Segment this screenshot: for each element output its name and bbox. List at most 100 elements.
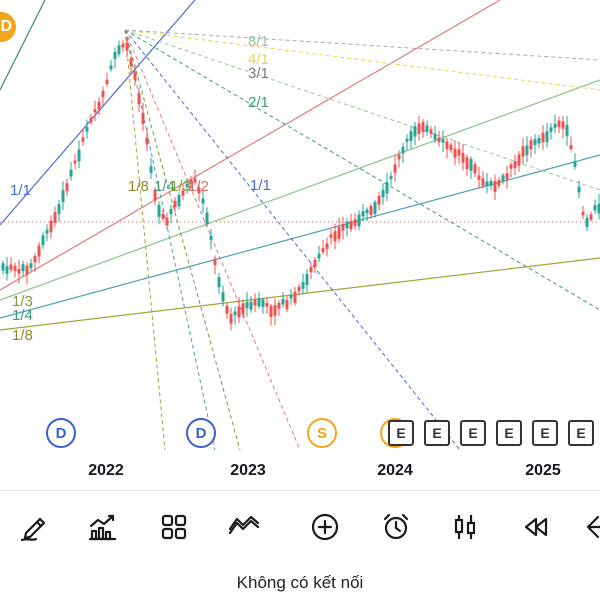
price-chart[interactable]: 8/1 4/1 3/1 2/1 1/1 1/1 1/3 1/4 1/8 1/8 … <box>0 0 600 490</box>
candle-body <box>477 175 481 180</box>
share-button[interactable] <box>578 505 600 549</box>
alert-button[interactable] <box>374 505 418 549</box>
candle-body <box>201 198 205 204</box>
line-chart-style-icon <box>228 515 260 535</box>
earnings-marker[interactable]: E <box>388 420 414 446</box>
candle-body <box>505 173 509 180</box>
split-marker[interactable]: S <box>307 418 337 448</box>
fan-label-1-1-right: 1/1 <box>250 177 271 194</box>
dividend-marker[interactable]: D <box>186 418 216 448</box>
candle-body <box>101 91 105 98</box>
candle-body <box>89 117 93 123</box>
earnings-marker[interactable]: E <box>424 420 450 446</box>
earnings-marker-label: E <box>432 425 442 441</box>
earnings-marker[interactable]: E <box>568 420 594 446</box>
candle-body <box>485 181 489 186</box>
candle-body <box>45 229 49 234</box>
candle-body <box>345 221 349 229</box>
candle-body <box>229 313 233 324</box>
earnings-marker[interactable]: E <box>532 420 558 446</box>
candle-body <box>261 299 265 307</box>
candle-body <box>581 211 585 216</box>
candle-body <box>577 186 581 193</box>
candle-body <box>21 264 25 272</box>
candle-body <box>413 126 417 137</box>
draw-tool-button[interactable] <box>12 505 56 549</box>
add-circle-icon <box>311 513 339 541</box>
candle-body <box>125 42 129 51</box>
candle-body <box>457 149 461 156</box>
candle-body <box>385 182 389 194</box>
gann-fan-solid-lines <box>0 0 600 331</box>
candle-body <box>253 299 257 306</box>
candle-body <box>453 148 457 158</box>
candle-body <box>161 213 165 219</box>
x-axis-label-2025: 2025 <box>525 462 561 479</box>
earnings-marker[interactable]: E <box>460 420 486 446</box>
candle-body <box>257 298 261 307</box>
candle-body <box>333 231 337 242</box>
candle-body <box>397 154 401 160</box>
grid-layout-icon <box>161 514 187 540</box>
candle-body <box>265 302 269 307</box>
candle-body <box>185 183 189 188</box>
chart-area[interactable]: 8/1 4/1 3/1 2/1 1/1 1/1 1/3 1/4 1/8 1/8 … <box>0 0 600 490</box>
candle-body <box>561 121 565 129</box>
chart-style-button[interactable] <box>222 505 266 549</box>
candle-body <box>289 294 293 299</box>
candle-body <box>61 190 65 203</box>
replay-button[interactable] <box>514 505 558 549</box>
layout-button[interactable] <box>152 505 196 549</box>
dividend-marker[interactable]: D <box>46 418 76 448</box>
candle-body <box>85 127 89 132</box>
candle-body <box>153 189 157 201</box>
corner-badge[interactable]: D <box>0 12 16 42</box>
candle-body <box>341 224 345 231</box>
candle-body <box>593 205 597 211</box>
candle-body <box>277 302 281 309</box>
earnings-marker[interactable]: E <box>496 420 522 446</box>
candle-body <box>537 138 541 144</box>
candle-body <box>297 286 301 292</box>
candle-body <box>329 234 333 238</box>
fan-label-2-1: 2/1 <box>248 94 269 111</box>
x-axis-label-2024: 2024 <box>377 462 413 479</box>
fan-label-1-4-top: 1/4 <box>154 178 175 195</box>
candle-body <box>213 258 217 265</box>
candle-body <box>205 212 209 225</box>
candle-body <box>281 298 285 305</box>
candle-body <box>249 301 253 310</box>
candle-body <box>417 123 421 135</box>
bar-style-button[interactable] <box>443 505 487 549</box>
candle-body <box>169 209 173 215</box>
add-button[interactable] <box>303 505 347 549</box>
earnings-marker-label: E <box>468 425 478 441</box>
candle-body <box>373 201 377 214</box>
candle-body <box>141 112 145 125</box>
candle-body <box>377 196 381 205</box>
candle-body <box>365 209 369 214</box>
connection-status: Không có kết nối <box>0 565 600 600</box>
candle-body <box>521 146 525 157</box>
candle-body <box>57 204 61 214</box>
earnings-marker-label: E <box>504 425 514 441</box>
candle-body <box>65 183 69 192</box>
indicators-button[interactable] <box>81 505 125 549</box>
candle-body <box>325 243 329 249</box>
candle-body <box>525 145 529 156</box>
candle-body <box>421 122 425 133</box>
fan-label-1-1-left: 1/1 <box>10 182 31 199</box>
fan-label-1-8-left: 1/8 <box>12 327 33 344</box>
candle-body <box>481 178 485 186</box>
x-axis-label-2022: 2022 <box>88 462 124 479</box>
candle-body <box>133 72 137 80</box>
candle-body <box>549 127 553 132</box>
chart-indicator-icon <box>88 514 117 541</box>
candle-body <box>69 169 73 177</box>
candle-body <box>117 45 121 55</box>
connection-status-text: Không có kết nối <box>236 572 364 592</box>
candle-body <box>97 101 101 110</box>
candle-body <box>337 227 341 239</box>
candle-body <box>509 164 513 169</box>
candle-body <box>441 138 445 143</box>
